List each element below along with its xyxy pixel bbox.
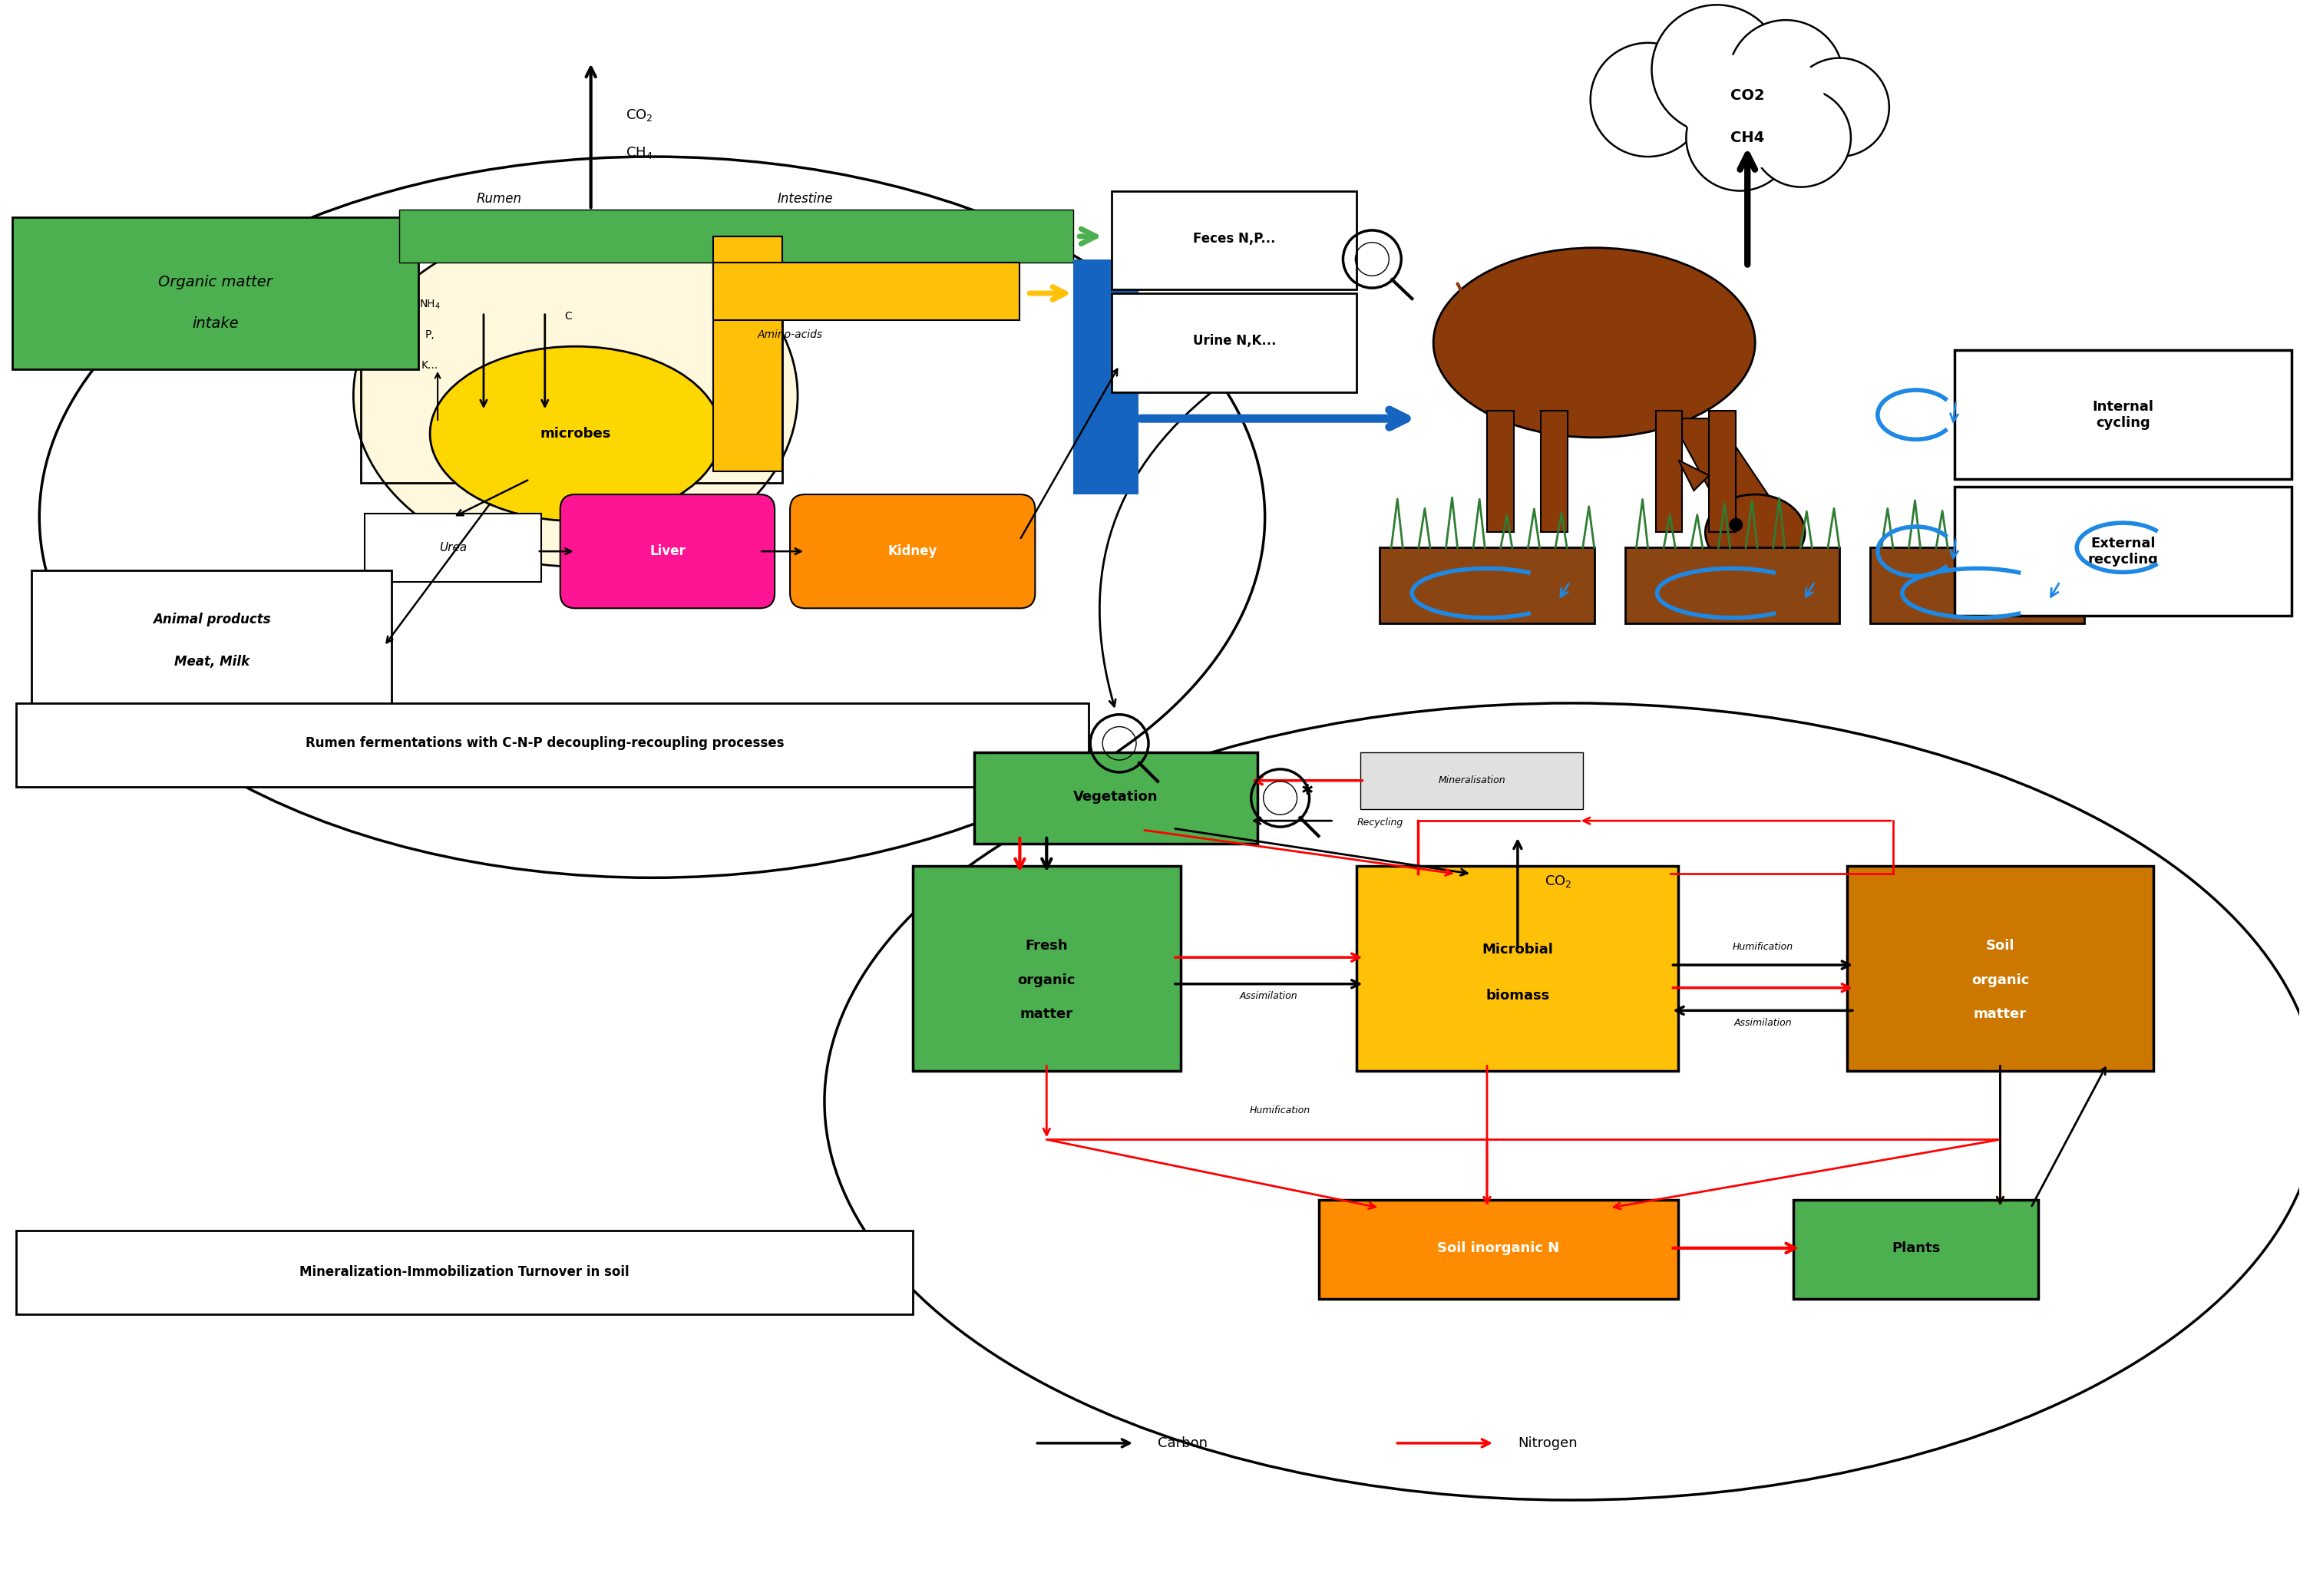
Text: Recycling: Recycling [1357, 817, 1403, 827]
Polygon shape [1679, 460, 1709, 490]
Ellipse shape [430, 346, 722, 520]
Text: Feces N,P...: Feces N,P... [1194, 231, 1276, 246]
Text: Humification: Humification [1732, 942, 1794, 953]
FancyBboxPatch shape [1357, 867, 1679, 1071]
Text: Organic matter: Organic matter [159, 275, 274, 289]
FancyBboxPatch shape [789, 495, 1035, 608]
Circle shape [1651, 5, 1782, 134]
Text: Mineralisation: Mineralisation [1438, 776, 1504, 785]
Text: Carbon: Carbon [1157, 1436, 1208, 1451]
FancyBboxPatch shape [1955, 487, 2291, 616]
FancyBboxPatch shape [1624, 547, 1840, 624]
FancyBboxPatch shape [1656, 410, 1681, 533]
FancyBboxPatch shape [1541, 410, 1566, 533]
FancyBboxPatch shape [12, 217, 419, 369]
Text: Plants: Plants [1891, 1242, 1941, 1254]
Circle shape [1679, 54, 1771, 145]
Circle shape [1727, 21, 1842, 134]
FancyBboxPatch shape [713, 263, 1019, 319]
Text: Nitrogen: Nitrogen [1518, 1436, 1578, 1451]
Text: Meat, Milk: Meat, Milk [175, 654, 248, 669]
FancyBboxPatch shape [1380, 547, 1594, 624]
Text: CH4: CH4 [1730, 131, 1764, 145]
FancyBboxPatch shape [1794, 1200, 2038, 1299]
Polygon shape [1670, 418, 1778, 517]
FancyBboxPatch shape [400, 209, 1074, 263]
Text: External
recycling: External recycling [2088, 536, 2157, 567]
Text: NH$_4$: NH$_4$ [419, 298, 442, 311]
FancyBboxPatch shape [561, 495, 775, 608]
Text: biomass: biomass [1486, 988, 1550, 1002]
FancyBboxPatch shape [913, 867, 1180, 1071]
Circle shape [1789, 57, 1888, 156]
Text: CH$_4$: CH$_4$ [626, 145, 653, 161]
FancyBboxPatch shape [1111, 192, 1357, 289]
FancyBboxPatch shape [1318, 1200, 1679, 1299]
FancyBboxPatch shape [713, 236, 782, 472]
FancyBboxPatch shape [16, 704, 1088, 787]
Text: Soil inorganic N: Soil inorganic N [1438, 1242, 1559, 1254]
Text: CO$_2$: CO$_2$ [626, 107, 653, 123]
Text: intake: intake [193, 316, 239, 330]
Circle shape [1730, 519, 1743, 531]
Text: ✱: ✱ [1302, 784, 1313, 798]
Ellipse shape [1433, 247, 1755, 437]
Text: Vegetation: Vegetation [1074, 790, 1157, 803]
Text: Urea: Urea [439, 541, 467, 554]
FancyBboxPatch shape [32, 570, 391, 707]
FancyBboxPatch shape [16, 1231, 913, 1314]
Circle shape [1589, 43, 1704, 156]
FancyBboxPatch shape [1362, 752, 1582, 809]
FancyBboxPatch shape [366, 514, 540, 581]
Text: Intestine: Intestine [777, 192, 833, 206]
Circle shape [1732, 54, 1824, 145]
Ellipse shape [1704, 495, 1806, 570]
Text: Microbial: Microbial [1481, 943, 1552, 956]
Circle shape [1686, 85, 1794, 192]
Text: Internal
cycling: Internal cycling [2093, 401, 2153, 429]
FancyBboxPatch shape [1870, 547, 2084, 624]
Text: Urine N,K...: Urine N,K... [1194, 334, 1276, 348]
FancyBboxPatch shape [973, 752, 1258, 844]
Text: microbes: microbes [540, 426, 612, 440]
FancyBboxPatch shape [1074, 259, 1138, 495]
Text: C: C [564, 311, 573, 321]
Text: Fresh: Fresh [1026, 938, 1067, 953]
Text: organic: organic [1971, 974, 2029, 986]
FancyBboxPatch shape [1488, 410, 1513, 533]
Circle shape [1750, 88, 1852, 187]
Text: Amino-acids: Amino-acids [757, 330, 823, 340]
Text: organic: organic [1017, 974, 1076, 986]
Text: matter: matter [1021, 1007, 1074, 1021]
FancyBboxPatch shape [1955, 350, 2291, 479]
Text: Soil: Soil [1985, 938, 2015, 953]
Ellipse shape [354, 225, 798, 567]
Text: Assimilation: Assimilation [1240, 991, 1297, 1001]
Circle shape [1716, 93, 1794, 168]
Text: Liver: Liver [649, 544, 685, 559]
Text: Humification: Humification [1249, 1106, 1311, 1116]
FancyBboxPatch shape [1847, 867, 2153, 1071]
Text: Rumen fermentations with C-N-P decoupling-recoupling processes: Rumen fermentations with C-N-P decouplin… [306, 736, 784, 750]
Text: Animal products: Animal products [152, 613, 271, 627]
Text: P,: P, [426, 330, 435, 340]
FancyBboxPatch shape [1111, 294, 1357, 393]
Text: Mineralization-Immobilization Turnover in soil: Mineralization-Immobilization Turnover i… [299, 1266, 630, 1280]
Text: matter: matter [1973, 1007, 2026, 1021]
Text: Assimilation: Assimilation [1734, 1018, 1792, 1028]
FancyBboxPatch shape [1709, 410, 1736, 533]
Text: Kidney: Kidney [888, 544, 938, 559]
Text: CO$_2$: CO$_2$ [1546, 875, 1571, 889]
Ellipse shape [1762, 554, 1817, 587]
Text: Rumen: Rumen [476, 192, 522, 206]
Text: CO2: CO2 [1730, 89, 1764, 104]
Text: K...: K... [421, 361, 439, 370]
